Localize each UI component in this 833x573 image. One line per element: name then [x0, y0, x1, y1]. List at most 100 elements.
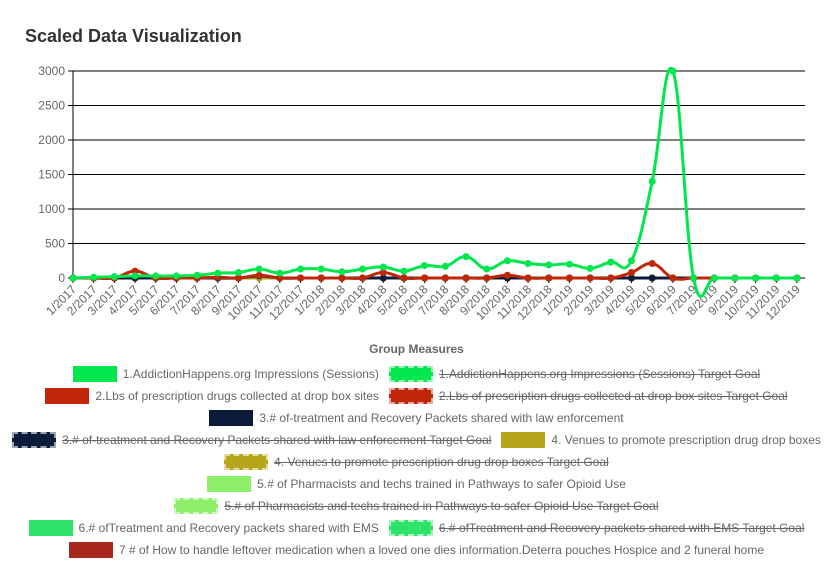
legend-label: 7 # of How to handle leftover medication… [118, 543, 765, 557]
legend-label: 6.# ofTreatment and Recovery packets sha… [78, 521, 379, 535]
point [317, 265, 325, 273]
legend-label: 2.Lbs of prescription drugs collected at… [438, 389, 788, 403]
legend-label: 3.# of-treatment and Recovery Packets sh… [259, 411, 624, 425]
point [565, 274, 573, 282]
point [545, 261, 553, 269]
point [193, 271, 201, 279]
point [628, 257, 636, 265]
legend-items: 1.AddictionHappens.org Impressions (Sess… [0, 366, 833, 558]
legend-label: 1.AddictionHappens.org Impressions (Sess… [122, 367, 379, 381]
point [483, 274, 491, 282]
point [297, 265, 305, 273]
point [152, 272, 160, 280]
legend-item[interactable]: 6.# ofTreatment and Recovery packets sha… [28, 520, 379, 536]
point [255, 271, 263, 279]
point [628, 268, 636, 276]
point [90, 273, 98, 281]
point [379, 274, 387, 282]
legend-item[interactable]: 5.# of Pharmacists and techs trained in … [174, 498, 659, 514]
point [276, 274, 284, 282]
legend-label: 3.# of-treatment and Recovery Packets sh… [62, 433, 492, 447]
legend-swatch [388, 520, 433, 536]
point [400, 267, 408, 275]
point [234, 268, 242, 276]
legend-item[interactable]: 7 # of How to handle leftover medication… [68, 542, 765, 558]
legend-item[interactable]: 5.# of Pharmacists and techs trained in … [207, 476, 626, 492]
point [503, 271, 511, 279]
legend-item[interactable]: 1.AddictionHappens.org Impressions (Sess… [72, 366, 379, 382]
legend-item[interactable]: 2.Lbs of prescription drugs collected at… [45, 388, 379, 404]
point [297, 274, 305, 282]
legend-item[interactable]: 2.Lbs of prescription drugs collected at… [388, 388, 788, 404]
point [421, 274, 429, 282]
legend-swatch [501, 432, 546, 448]
point [441, 262, 449, 270]
point [338, 268, 346, 276]
legend-swatch [174, 498, 219, 514]
y-tick-label: 0 [58, 271, 65, 285]
legend-item[interactable]: 4. Venues to promote prescription drug d… [501, 432, 821, 448]
legend-title: Group Measures [369, 342, 464, 356]
point [669, 67, 677, 75]
point [524, 260, 532, 268]
legend-swatch [388, 388, 433, 404]
point [255, 265, 263, 273]
legend-swatch [45, 388, 90, 404]
point [524, 274, 532, 282]
point [752, 274, 760, 282]
point [690, 274, 698, 282]
point [462, 253, 470, 261]
legend-label: 4. Venues to promote prescription drug d… [551, 433, 821, 447]
point [710, 274, 718, 282]
point [338, 274, 346, 282]
point [379, 263, 387, 271]
point [648, 260, 656, 268]
legend-swatch [388, 366, 433, 382]
legend-label: 2.Lbs of prescription drugs collected at… [95, 389, 379, 403]
series-line [72, 66, 797, 298]
chart-title: Scaled Data Visualization [25, 26, 242, 46]
point [503, 257, 511, 265]
point [648, 274, 656, 282]
legend-label: 4. Venues to promote prescription drug d… [274, 455, 609, 469]
legend-item[interactable]: 3.# of-treatment and Recovery Packets sh… [209, 410, 624, 426]
point [586, 274, 594, 282]
legend-swatch [224, 454, 269, 470]
chart: Scaled Data Visualization 0 500 1000 1500 20… [25, 26, 805, 323]
y-tick-label: 2000 [38, 133, 65, 147]
point [234, 274, 242, 282]
point [276, 269, 284, 277]
point [400, 274, 408, 282]
point [772, 274, 780, 282]
legend-label: 5.# of Pharmacists and techs trained in … [257, 477, 626, 491]
legend-swatch [12, 432, 57, 448]
point [565, 260, 573, 268]
point [69, 274, 77, 282]
point [731, 274, 739, 282]
point [793, 274, 801, 282]
legend-swatch [68, 542, 113, 558]
y-tick-label: 500 [45, 237, 65, 251]
point [441, 274, 449, 282]
legend-label: 1.AddictionHappens.org Impressions (Sess… [438, 367, 761, 381]
point [359, 265, 367, 273]
legend-item[interactable]: 4. Venues to promote prescription drug d… [224, 454, 609, 470]
legend-swatch [209, 410, 254, 426]
point [359, 274, 367, 282]
point [214, 269, 222, 277]
y-tick-label: 1000 [38, 202, 65, 216]
legend-item[interactable]: 6.# ofTreatment and Recovery packets sha… [388, 520, 804, 536]
y-tick-label: 2500 [38, 99, 65, 113]
point [648, 177, 656, 185]
legend-swatch [207, 476, 252, 492]
point [483, 265, 491, 273]
point [110, 273, 118, 281]
point [172, 272, 180, 280]
y-tick-label: 1500 [38, 168, 65, 182]
point [317, 274, 325, 282]
legend-swatch [28, 520, 73, 536]
legend-item[interactable]: 3.# of-treatment and Recovery Packets sh… [12, 432, 491, 448]
legend-item[interactable]: 1.AddictionHappens.org Impressions (Sess… [388, 366, 761, 382]
point [379, 268, 387, 276]
